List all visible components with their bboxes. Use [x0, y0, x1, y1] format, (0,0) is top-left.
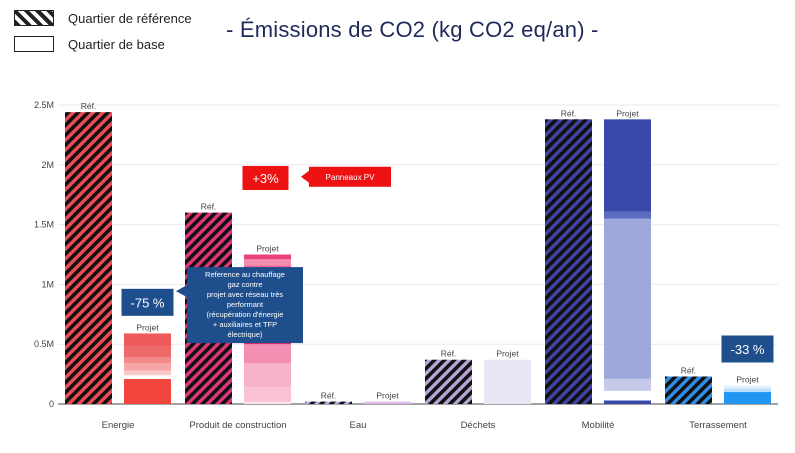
project-bar-label: Projet — [736, 374, 759, 384]
project-bar-label: Projet — [136, 322, 159, 332]
reduction-badge — [121, 288, 174, 316]
y-tick-label: 0.5M — [34, 339, 54, 349]
pv-callout — [309, 166, 391, 187]
y-tick-label: 1.5M — [34, 220, 54, 230]
project-bar-segment — [604, 119, 651, 212]
project-bar-segment — [604, 400, 651, 404]
x-tick-label: Mobilité — [582, 420, 615, 431]
annotations: +3% Panneaux PV -75 % Reference au chauffag… — [121, 165, 774, 363]
reference-bar-hatch — [665, 376, 712, 404]
heating-callout-line: performant — [227, 300, 264, 309]
reference-bar-label: Réf. — [321, 391, 337, 401]
project-bar-segment — [124, 370, 171, 376]
project-bar-segment — [244, 259, 291, 266]
heating-callout-line: + auxiliaires et TFP — [213, 320, 277, 329]
reference-bar-hatch — [305, 401, 352, 404]
reference-bar-hatch — [65, 112, 112, 405]
reference-bar-hatch — [545, 119, 592, 405]
x-tick-label: Energie — [102, 420, 135, 431]
y-tick-label: 1M — [41, 279, 54, 289]
y-tick-label: 2M — [41, 160, 54, 170]
legend-label-reference: Quartier de référence — [68, 11, 192, 26]
project-bar-segment — [124, 333, 171, 347]
x-tick-label: Produit de construction — [189, 420, 286, 431]
project-bar-segment — [364, 401, 411, 404]
project-bar-segment — [244, 363, 291, 388]
project-bar-segment — [484, 359, 531, 404]
heating-callout-line: gaz contre — [227, 280, 262, 289]
project-bar-label: Projet — [496, 349, 519, 359]
project-bar-segment — [124, 357, 171, 364]
project-bar-label: Projet — [256, 244, 279, 254]
y-tick-label: 2.5M — [34, 100, 54, 110]
axes: 0 0.5M 1M 1.5M 2M 2.5M Energie Produit de const… — [34, 100, 778, 431]
project-bar-segment — [724, 392, 771, 404]
heating-callout-line: projet avec réseau très — [207, 290, 284, 299]
x-tick-label: Eau — [350, 420, 367, 431]
project-bar-segment — [604, 218, 651, 379]
project-bar-segment — [244, 344, 291, 364]
reference-bar-label: Réf. — [81, 101, 97, 111]
reference-bar-label: Réf. — [441, 349, 457, 359]
project-bar-segment — [244, 387, 291, 402]
increase-badge — [242, 165, 289, 190]
x-tick-label: Terrassement — [689, 420, 747, 431]
project-bar-segment — [124, 378, 171, 404]
heating-callout-line: électrique) — [227, 330, 263, 339]
project-bar-segment — [124, 375, 171, 379]
project-bar-segment — [604, 378, 651, 391]
reduction-badge-label: -33 % — [731, 342, 765, 357]
reference-bar-label: Réf. — [561, 108, 577, 118]
pv-callout-label: Panneaux PV — [326, 173, 376, 182]
gridlines — [58, 104, 778, 345]
reference-bar-label: Réf. — [201, 202, 217, 212]
callout-pointer — [176, 285, 187, 298]
project-bar-segment — [124, 363, 171, 371]
increase-badge-label: +3% — [252, 171, 279, 186]
y-tick-label: 0 — [49, 399, 54, 409]
project-bar-segment — [604, 211, 651, 219]
heating-callout-line: Reference au chauffage — [205, 270, 285, 279]
reduction-badge — [721, 335, 774, 363]
bars: Réf. Projet Réf. Projet Réf. Projet Réf. Projet… — [65, 101, 771, 405]
legend-label-base: Quartier de base — [68, 37, 165, 52]
project-bar-segment — [724, 388, 771, 393]
project-bar-segment — [124, 346, 171, 358]
heating-callout — [187, 267, 303, 344]
project-bar-segment — [244, 401, 291, 404]
callout-pointer — [301, 170, 309, 183]
heating-callout-line: (récupération d'énergie — [207, 310, 284, 319]
project-bar-segment — [724, 385, 771, 389]
reference-bar-label: Réf. — [681, 365, 697, 375]
legend-swatch-reference — [14, 10, 54, 26]
reference-bar-hatch — [425, 359, 472, 404]
project-bar-segment — [604, 390, 651, 401]
project-bar-label: Projet — [616, 108, 639, 118]
legend-swatch-base — [14, 36, 54, 52]
project-bar-segment — [244, 254, 291, 260]
x-tick-label: Déchets — [461, 420, 496, 431]
chart-title: - Émissions de CO2 (kg CO2 eq/an) - — [226, 17, 599, 42]
reduction-badge-label: -75 % — [131, 295, 165, 310]
project-bar-label: Projet — [376, 391, 399, 401]
